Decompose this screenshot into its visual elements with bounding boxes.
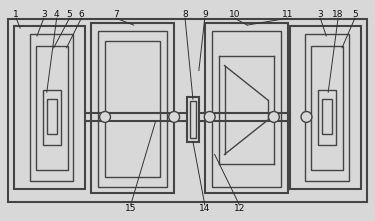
Circle shape (301, 111, 312, 122)
Text: 10: 10 (229, 10, 240, 19)
Bar (98, 31, 167, 187)
Circle shape (169, 111, 180, 122)
Bar (212, 31, 281, 187)
Bar (14, 26, 85, 189)
Bar (30, 34, 74, 181)
Text: 4: 4 (54, 10, 60, 19)
Bar (36, 46, 68, 170)
Bar (322, 99, 332, 134)
Text: 12: 12 (234, 204, 245, 213)
Bar (105, 41, 160, 177)
Text: 3: 3 (317, 10, 323, 19)
Text: 15: 15 (125, 204, 136, 213)
Bar (91, 23, 174, 193)
Text: 11: 11 (282, 10, 294, 19)
Bar (187, 97, 199, 142)
Text: 3: 3 (41, 10, 47, 19)
Bar (190, 101, 196, 138)
Text: 5: 5 (352, 10, 358, 19)
Circle shape (268, 111, 279, 122)
Bar (205, 23, 288, 193)
Text: 14: 14 (199, 204, 210, 213)
Text: 9: 9 (202, 10, 208, 19)
Circle shape (204, 111, 215, 122)
Bar (311, 46, 343, 170)
Text: 1: 1 (13, 10, 19, 19)
Bar (47, 99, 57, 134)
Bar (318, 90, 336, 145)
Bar (290, 26, 361, 189)
Text: 7: 7 (113, 10, 119, 19)
Text: 5: 5 (67, 10, 72, 19)
Bar (306, 34, 349, 181)
Text: 8: 8 (182, 10, 188, 19)
Bar (8, 19, 367, 202)
Text: 6: 6 (78, 10, 84, 19)
Text: 18: 18 (332, 10, 344, 19)
Circle shape (100, 111, 111, 122)
Bar (43, 90, 61, 145)
